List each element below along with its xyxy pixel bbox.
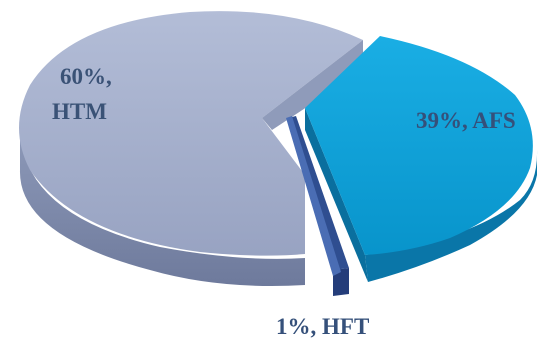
label-hft: 1%, HFT <box>276 314 369 339</box>
slice-afs-cut-face <box>305 108 368 282</box>
slice-htm-inner-face <box>262 40 363 130</box>
slice-hft-top <box>286 116 341 276</box>
slice-hft <box>286 116 349 296</box>
label-afs: 39%, AFS <box>416 108 516 133</box>
label-htm-line2: HTM <box>52 99 107 124</box>
label-htm-line1: 60%, <box>60 64 112 89</box>
slice-afs <box>305 36 538 282</box>
slice-htm-side <box>19 128 305 286</box>
slice-afs-top <box>305 36 533 255</box>
slice-htm <box>19 11 363 286</box>
slice-hft-side <box>333 268 349 296</box>
slice-htm-top <box>19 11 363 256</box>
